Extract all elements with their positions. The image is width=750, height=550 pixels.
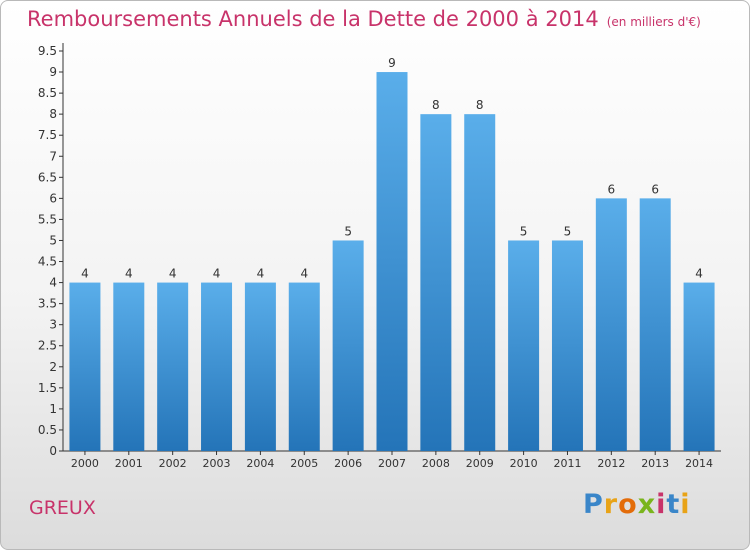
y-tick-label: 0.5 (38, 423, 57, 437)
bar-value-label: 4 (257, 267, 265, 281)
bar-value-label: 4 (169, 267, 177, 281)
bar (157, 282, 189, 451)
y-tick-label: 8 (49, 107, 57, 121)
bar (508, 240, 540, 451)
bar-value-label: 5 (564, 224, 572, 238)
logo-letter: t (666, 489, 681, 520)
x-tick-label: 2010 (510, 457, 538, 470)
bar-value-label: 8 (476, 98, 484, 112)
y-tick-label: 3.5 (38, 297, 57, 311)
bar-value-label: 4 (125, 267, 133, 281)
y-tick-label: 4.5 (38, 255, 57, 269)
y-tick-label: 4 (49, 276, 57, 290)
bar-value-label: 4 (213, 267, 221, 281)
x-tick-label: 2008 (422, 457, 450, 470)
y-tick-label: 2 (49, 360, 57, 374)
x-tick-label: 2007 (378, 457, 406, 470)
bar-value-label: 6 (608, 182, 616, 196)
y-tick-label: 5.5 (38, 212, 57, 226)
bar (288, 282, 320, 451)
bar (69, 282, 101, 451)
y-tick-label: 7.5 (38, 128, 57, 142)
y-tick-label: 9 (49, 65, 57, 79)
logo-letter: r (603, 489, 619, 520)
bar-value-label: 6 (651, 182, 659, 196)
bar (113, 282, 145, 451)
y-tick-label: 2.5 (38, 339, 57, 353)
x-tick-label: 2002 (159, 457, 187, 470)
bar (595, 198, 627, 451)
x-tick-label: 2014 (685, 457, 713, 470)
x-tick-label: 2004 (246, 457, 274, 470)
y-tick-label: 7 (49, 149, 57, 163)
bar-value-label: 9 (388, 56, 396, 70)
x-tick-label: 2005 (290, 457, 318, 470)
bar (420, 114, 452, 451)
logo-letter: i (680, 489, 691, 520)
x-tick-label: 2012 (597, 457, 625, 470)
chart-title-text: Remboursements Annuels de la Dette de 20… (27, 7, 599, 31)
bar (683, 282, 715, 451)
x-tick-label: 2003 (203, 457, 231, 470)
proxiti-logo: Proxiti (583, 489, 691, 520)
place-name: GREUX (29, 497, 96, 519)
y-tick-label: 5 (49, 233, 57, 247)
logo-letter: i (656, 489, 667, 520)
y-tick-label: 6 (49, 191, 57, 205)
x-tick-label: 2001 (115, 457, 143, 470)
bar (464, 114, 496, 451)
x-tick-label: 2011 (553, 457, 581, 470)
y-tick-label: 0 (49, 444, 57, 458)
bar (332, 240, 364, 451)
bar-value-label: 5 (344, 224, 352, 238)
x-tick-label: 2013 (641, 457, 669, 470)
bar-value-label: 4 (300, 267, 308, 281)
bar (244, 282, 276, 451)
y-tick-label: 8.5 (38, 86, 57, 100)
bar (376, 72, 408, 451)
chart-title: Remboursements Annuels de la Dette de 20… (27, 7, 701, 31)
bar-value-label: 4 (695, 267, 703, 281)
y-tick-label: 6.5 (38, 170, 57, 184)
y-tick-label: 9.5 (38, 44, 57, 58)
x-tick-label: 2006 (334, 457, 362, 470)
bar (201, 282, 233, 451)
logo-letter: x (637, 489, 657, 520)
bar-value-label: 8 (432, 98, 440, 112)
bar (639, 198, 671, 451)
bar (551, 240, 583, 451)
x-tick-label: 2009 (466, 457, 494, 470)
x-tick-label: 2000 (71, 457, 99, 470)
logo-letter: o (618, 489, 638, 520)
logo-letter: P (583, 489, 604, 520)
y-tick-label: 1.5 (38, 381, 57, 395)
bar-value-label: 5 (520, 224, 528, 238)
y-tick-label: 1 (49, 402, 57, 416)
y-tick-label: 3 (49, 318, 57, 332)
bar-value-label: 4 (81, 267, 89, 281)
chart-unit: (en milliers d'€) (606, 15, 701, 29)
